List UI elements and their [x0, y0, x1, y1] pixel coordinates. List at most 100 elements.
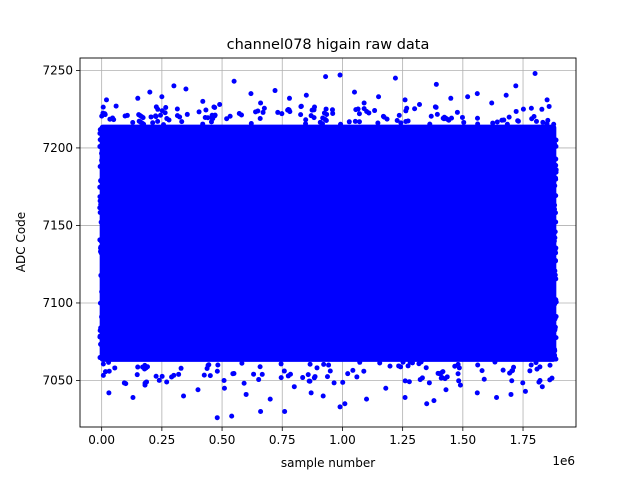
scatter-point: [112, 365, 118, 371]
scatter-point: [155, 106, 161, 112]
x-tick-label: 0.25: [149, 433, 176, 447]
scatter-point: [433, 81, 439, 87]
scatter-point: [178, 365, 184, 371]
scatter-point: [97, 237, 103, 243]
scatter-point: [552, 355, 558, 361]
scatter-point: [227, 113, 233, 119]
scatter-point: [291, 384, 297, 390]
scatter-point: [402, 97, 408, 103]
scatter-point: [350, 367, 356, 373]
scatter-point: [253, 109, 259, 115]
scatter-point: [150, 120, 156, 126]
scatter-point: [159, 373, 165, 379]
scatter-point: [98, 244, 104, 250]
scatter-point: [100, 104, 106, 110]
scatter-point: [354, 374, 360, 380]
scatter-point: [208, 119, 214, 125]
scatter-point: [230, 371, 236, 377]
scatter-point: [324, 374, 330, 380]
scatter-point: [281, 368, 287, 374]
scatter-point: [507, 370, 513, 376]
scatter-point: [553, 276, 559, 282]
scatter-point: [330, 110, 336, 116]
scatter-point: [409, 360, 415, 366]
scatter-point: [98, 341, 104, 347]
scatter-point: [364, 396, 370, 402]
scatter-point: [465, 94, 471, 100]
scatter-point: [448, 95, 454, 101]
scatter-point: [141, 121, 147, 127]
scatter-point: [552, 229, 558, 235]
scatter-point: [455, 371, 461, 377]
scatter-point: [99, 126, 105, 132]
scatter-point: [97, 194, 103, 200]
scatter-point: [97, 144, 103, 150]
scatter-point: [490, 120, 496, 126]
scatter-point: [161, 122, 167, 128]
scatter-point: [553, 313, 559, 319]
scatter-point: [111, 117, 117, 123]
scatter-point: [298, 104, 304, 110]
scatter-point: [321, 361, 327, 367]
scatter-point: [99, 289, 105, 295]
scatter-point: [508, 391, 514, 397]
scatter-point: [380, 113, 386, 119]
scatter-point: [314, 365, 320, 371]
scatter-point: [533, 360, 539, 366]
scatter-point: [431, 398, 437, 404]
scatter-point: [298, 112, 304, 118]
scatter-point: [433, 104, 439, 110]
scatter-point: [159, 94, 165, 100]
scatter-point: [102, 112, 108, 118]
scatter-point: [303, 92, 309, 98]
scatter-point: [376, 94, 382, 100]
scatter-point: [243, 391, 249, 397]
scatter-point: [446, 117, 452, 123]
scatter-point: [272, 88, 278, 94]
scatter-point: [419, 375, 425, 381]
scatter-point: [174, 106, 180, 112]
scatter-point: [275, 109, 281, 115]
scatter-point: [97, 333, 103, 339]
scatter-point: [427, 121, 433, 127]
scatter-point: [307, 378, 313, 384]
scatter-point: [278, 375, 284, 381]
y-tick-label: 7250: [42, 63, 73, 77]
scatter-point: [402, 378, 408, 384]
scatter-point: [100, 361, 106, 367]
scatter-point: [553, 335, 559, 341]
scatter-point: [311, 104, 317, 110]
scatter-point: [553, 175, 559, 181]
scatter-point: [106, 390, 112, 396]
scatter-point: [552, 272, 558, 278]
scatter-point: [544, 97, 550, 103]
scatter-point: [179, 119, 185, 125]
scatter-point: [546, 103, 552, 109]
x-tick-label: 1.75: [510, 433, 537, 447]
scatter-point: [259, 371, 265, 377]
scatter-point: [97, 300, 103, 306]
scatter-point: [416, 102, 422, 108]
scatter-point: [361, 100, 367, 106]
scatter-point: [162, 110, 168, 116]
scatter-point: [553, 156, 559, 162]
scatter-point: [323, 74, 329, 80]
scatter-point: [345, 371, 351, 377]
scatter-point: [257, 364, 263, 370]
scatter-point: [229, 413, 235, 419]
scatter-point: [305, 372, 311, 378]
scatter-point: [183, 86, 189, 92]
scatter-point: [308, 390, 314, 396]
scatter-point: [337, 404, 343, 410]
scatter-point: [402, 395, 408, 401]
scatter-point: [552, 210, 558, 216]
scatter-point: [529, 116, 535, 122]
scatter-point: [158, 112, 164, 118]
scatter-point: [238, 112, 244, 118]
scatter-point: [513, 108, 519, 114]
scatter-point: [97, 198, 103, 204]
scatter-point: [392, 75, 398, 81]
scatter-point: [326, 362, 332, 368]
scatter-point: [387, 363, 393, 369]
scatter-point: [504, 121, 510, 127]
